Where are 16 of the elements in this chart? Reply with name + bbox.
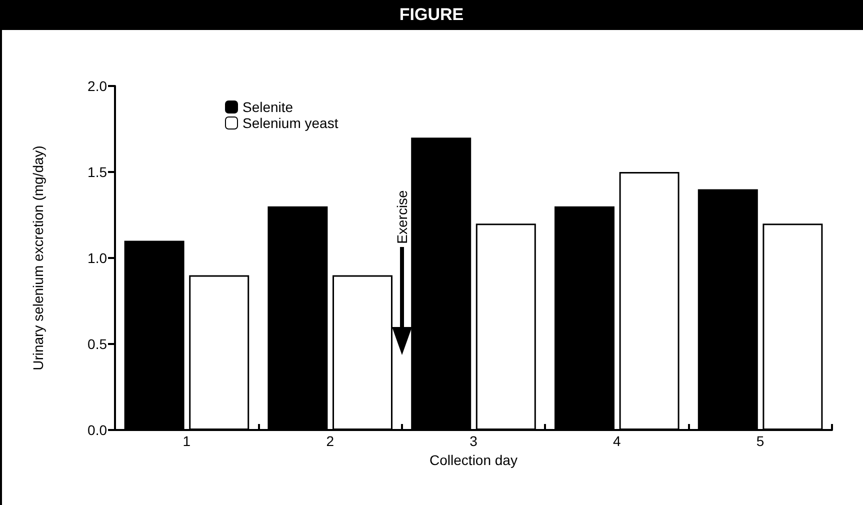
y-tick-label: 1.0 — [88, 250, 108, 266]
annotation: Exercise — [394, 190, 410, 244]
x-tick-label: 5 — [756, 433, 764, 449]
y-axis-title: Urinary selenium excretion (mg/day) — [30, 146, 46, 370]
x-tick-label: 3 — [470, 433, 478, 449]
x-tick-label: 4 — [613, 433, 621, 449]
x-tick-label: 2 — [326, 433, 334, 449]
y-tick-label: 0.0 — [88, 422, 108, 438]
legend-label: Selenium yeast — [242, 115, 338, 131]
chart-title: FIGURE — [0, 0, 863, 30]
y-tick-label: 0.5 — [88, 336, 108, 352]
x-tick-label: 1 — [182, 433, 191, 449]
legend-label: Selenite — [242, 99, 294, 115]
y-tick-label: 1.5 — [88, 164, 108, 180]
y-tick-label: 2.0 — [88, 78, 108, 94]
x-axis-title: Collection day — [430, 452, 518, 468]
